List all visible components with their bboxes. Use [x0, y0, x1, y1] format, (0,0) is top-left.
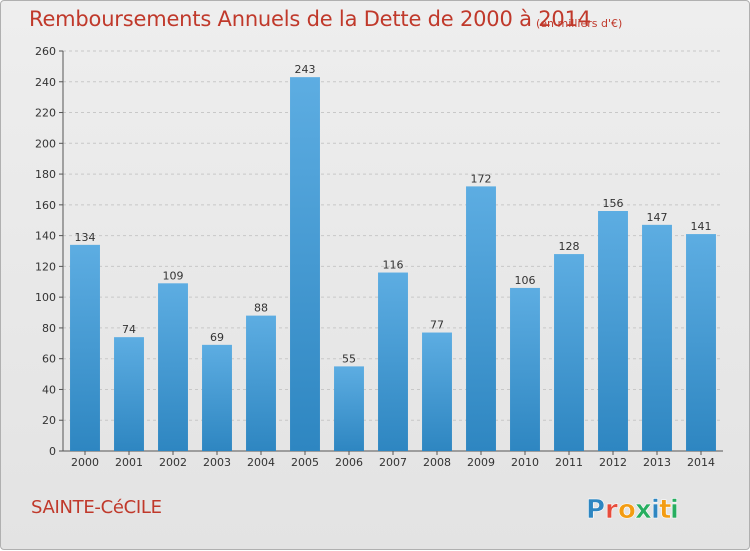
y-tick-label: 80	[42, 322, 56, 335]
logo-letter: i	[651, 495, 660, 525]
bar-2004	[246, 315, 276, 451]
x-tick-label-2013: 2013	[643, 456, 671, 469]
logo-letter: o	[618, 495, 636, 525]
value-label-2001: 74	[122, 323, 136, 336]
value-label-2005: 243	[295, 63, 316, 76]
y-tick-label: 260	[35, 45, 56, 58]
y-tick-label: 20	[42, 414, 56, 427]
y-tick-label: 100	[35, 291, 56, 304]
bar-2013	[642, 224, 672, 451]
bar-2011	[554, 254, 584, 451]
logo-letter: t	[659, 495, 671, 525]
value-label-2006: 55	[342, 352, 356, 365]
bar-2012	[598, 211, 628, 451]
x-tick-label-2004: 2004	[247, 456, 275, 469]
bar-2003	[202, 344, 232, 451]
x-tick-label-2002: 2002	[159, 456, 187, 469]
y-tick-label: 160	[35, 199, 56, 212]
bar-2000	[70, 244, 100, 451]
y-tick-label: 200	[35, 137, 56, 150]
bar-2009	[466, 186, 496, 451]
bar-2002	[158, 283, 188, 451]
bar-2001	[114, 337, 144, 451]
y-tick-label: 140	[35, 230, 56, 243]
x-tick-label-2007: 2007	[379, 456, 407, 469]
bar-2005	[290, 77, 320, 452]
x-tick-label-2011: 2011	[555, 456, 583, 469]
x-axis: 2000 2001 2002 2003 2004 2005 2006 2007 2008 2009…	[71, 451, 715, 469]
logo-letter: x	[635, 495, 652, 525]
y-tick-label: 0	[49, 445, 56, 458]
y-tick-label: 240	[35, 76, 56, 89]
logo-letter: i	[670, 495, 679, 525]
value-label-2002: 109	[163, 269, 184, 282]
value-label-2011: 128	[559, 240, 580, 253]
value-label-2007: 116	[383, 259, 404, 272]
x-tick-label-2009: 2009	[467, 456, 495, 469]
y-tick-label: 180	[35, 168, 56, 181]
value-label-2000: 134	[75, 231, 96, 244]
x-tick-label-2006: 2006	[335, 456, 363, 469]
y-tick-label: 40	[42, 383, 56, 396]
y-tick-label: 220	[35, 107, 56, 120]
y-tick-label: 120	[35, 260, 56, 273]
commune-name: SAINTE-CéCILE	[31, 497, 162, 518]
chart-title: Remboursements Annuels de la Dette de 20…	[29, 7, 591, 31]
x-tick-label-2005: 2005	[291, 456, 319, 469]
bar-2010	[510, 287, 540, 451]
x-tick-label-2008: 2008	[423, 456, 451, 469]
y-tick-label: 60	[42, 353, 56, 366]
x-tick-label-2010: 2010	[511, 456, 539, 469]
y-axis: 0 20 40 60 80 100 120 140 160 180 200 220 240 260	[35, 45, 723, 458]
value-label-2004: 88	[254, 302, 268, 315]
x-tick-label-2014: 2014	[687, 456, 715, 469]
value-label-2013: 147	[647, 211, 668, 224]
value-label-2003: 69	[210, 331, 224, 344]
bars	[70, 77, 716, 452]
x-tick-label-2000: 2000	[71, 456, 99, 469]
value-label-2008: 77	[430, 319, 444, 332]
bar-2008	[422, 332, 452, 451]
value-label-2009: 172	[471, 172, 492, 185]
value-label-2012: 156	[603, 197, 624, 210]
value-label-2010: 106	[515, 274, 536, 287]
logo-letter: P	[586, 495, 605, 525]
value-label-2014: 141	[691, 220, 712, 233]
value-labels: 134 74 109 69 88 243 55 116 77 172 106 128 156 147 141	[75, 63, 712, 365]
bar-2014	[686, 234, 716, 451]
logo-letter: r	[605, 495, 618, 525]
bar-2006	[334, 366, 364, 451]
chart-subtitle: (en milliers d'€)	[536, 17, 623, 30]
bar-2007	[378, 272, 408, 451]
x-tick-label-2012: 2012	[599, 456, 627, 469]
x-tick-label-2001: 2001	[115, 456, 143, 469]
x-tick-label-2003: 2003	[203, 456, 231, 469]
